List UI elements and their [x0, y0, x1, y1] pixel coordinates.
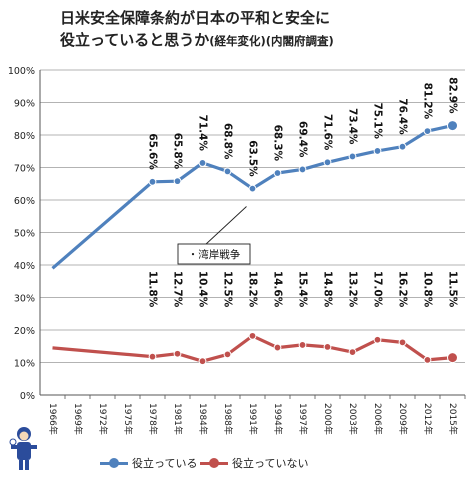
data-label: 11.8% [147, 271, 159, 308]
data-point-yes [373, 147, 382, 155]
y-tick-label: 0% [20, 391, 35, 402]
annotation-box [177, 243, 251, 265]
legend-item-no: 役立っていない [200, 455, 308, 471]
data-point-yes [298, 165, 307, 174]
data-point-yes [223, 167, 232, 176]
legend-no-label: 役立っていない [232, 457, 309, 470]
data-point-no [173, 349, 182, 358]
annotation-leader [204, 206, 247, 246]
data-point-yes [148, 177, 157, 186]
y-tick-label: 40% [14, 261, 35, 272]
y-tick-label: 100% [8, 66, 35, 77]
data-label: 68.3% [272, 125, 284, 162]
series-line-yes [51, 124, 453, 270]
data-point-no [398, 338, 407, 347]
data-point-yes [273, 169, 282, 177]
data-label: 81.2% [422, 83, 434, 120]
data-label: 63.5% [247, 140, 259, 177]
chart-title: 日米安全保障条約が日本の平和と安全に [60, 9, 331, 27]
x-tick-label: 1991年 [247, 403, 259, 435]
x-tick-label: 2009年 [397, 403, 409, 435]
chart-title-line2-main: 役立っていると思うか [60, 31, 210, 49]
data-label: 68.8% [222, 123, 234, 160]
data-label: 69.4% [297, 121, 309, 158]
data-label: 15.4% [297, 271, 309, 308]
data-point-no [223, 350, 232, 359]
data-label: 11.5% [447, 271, 459, 308]
x-tick-label: 1975年 [122, 403, 134, 435]
data-label: 75.1% [372, 102, 384, 139]
data-point-no [423, 356, 432, 364]
legend-no-swatch [200, 457, 228, 468]
chart-title-line2: 役立っていると思うか(経年変化)(内閣府調査) [60, 30, 360, 51]
data-point-no [198, 357, 207, 366]
data-label: 65.8% [172, 133, 184, 170]
data-label: 12.5% [222, 271, 234, 308]
x-tick-label: 2003年 [347, 403, 359, 435]
data-label: 17.0% [372, 271, 384, 308]
data-point-yes [173, 177, 182, 186]
data-point-yes [323, 158, 332, 167]
data-label: 65.6% [147, 133, 159, 170]
data-label: 10.8% [422, 271, 434, 308]
y-tick-label: 50% [14, 229, 35, 240]
data-label: 71.4% [197, 115, 209, 152]
data-point-no [323, 343, 332, 351]
annotation-text: ・湾岸戦争 [188, 248, 241, 261]
x-tick-label: 1966年 [47, 403, 59, 435]
series-line-no [52, 334, 453, 363]
data-point-yes [423, 127, 432, 136]
x-tick-label: 2006年 [372, 403, 384, 435]
data-label: 12.7% [172, 271, 184, 308]
y-tick-label: 20% [14, 326, 35, 337]
data-label: 71.6% [322, 114, 334, 151]
data-point-no [273, 343, 282, 352]
y-tick-label: 80% [14, 131, 35, 142]
data-label: 14.6% [272, 271, 284, 308]
data-point-no [447, 352, 458, 364]
y-tick-label: 30% [14, 294, 35, 305]
y-tick-label: 70% [14, 164, 35, 175]
data-label: 14.8% [322, 271, 334, 308]
data-point-yes [248, 184, 257, 193]
data-point-no [348, 348, 357, 357]
legend-item-yes: 役立っている [100, 455, 197, 471]
x-tick-label: 2000年 [322, 403, 334, 435]
data-label: 10.4% [197, 271, 209, 308]
y-tick-label: 90% [14, 99, 35, 110]
y-tick-label: 10% [14, 359, 35, 370]
x-tick-label: 2012年 [422, 403, 434, 435]
data-label: 73.4% [347, 108, 359, 145]
data-point-no [248, 331, 257, 340]
x-tick-label: 1978年 [147, 403, 159, 435]
data-point-yes [198, 159, 207, 167]
data-point-yes [447, 120, 458, 132]
x-tick-label: 1988年 [222, 403, 234, 435]
x-tick-label: 1984年 [197, 403, 209, 435]
data-label: 76.4% [397, 98, 409, 135]
x-tick-label: 1997年 [297, 403, 309, 435]
mascot-figure [8, 425, 40, 473]
x-tick-label: 1972年 [97, 403, 109, 435]
data-point-no [298, 341, 307, 349]
y-tick-label: 60% [14, 196, 35, 207]
x-tick-label: 1994年 [272, 403, 284, 435]
data-point-no [148, 352, 157, 361]
x-tick-label: 1969年 [72, 403, 84, 435]
x-tick-label: 2015年 [447, 403, 459, 435]
x-tick-label: 1981年 [172, 403, 184, 435]
data-label: 16.2% [397, 271, 409, 308]
chart-title-note: (経年変化)(内閣府調査) [209, 34, 334, 48]
data-label: 13.2% [347, 271, 359, 308]
legend-yes-label: 役立っている [132, 457, 198, 470]
legend-yes-swatch [100, 457, 128, 468]
data-point-no [373, 335, 382, 344]
data-label: 82.9% [447, 77, 459, 114]
data-point-yes [348, 152, 357, 161]
data-label: 18.2% [247, 271, 259, 308]
data-point-yes [398, 142, 407, 151]
